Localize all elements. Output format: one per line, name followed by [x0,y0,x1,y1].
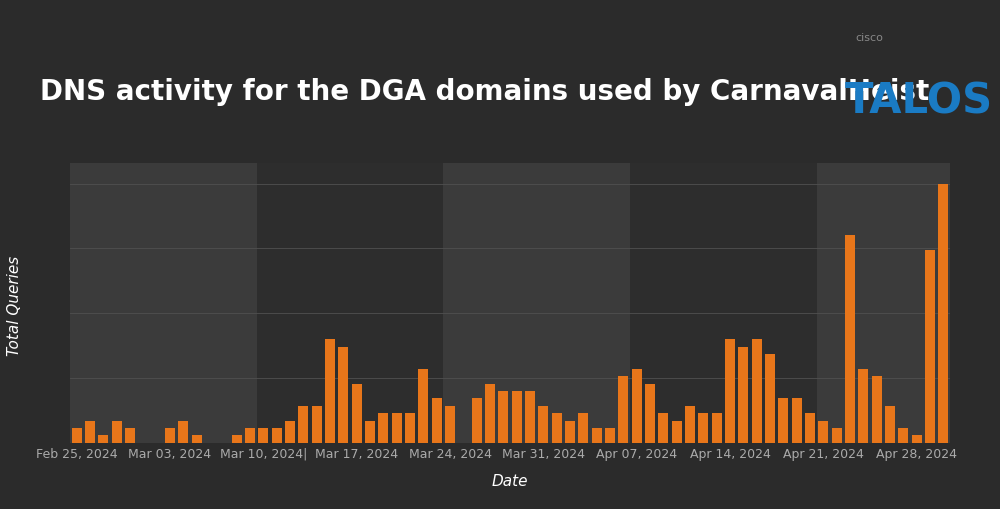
Text: TALOS: TALOS [845,80,993,122]
Bar [925,250,935,443]
Bar [498,391,508,443]
Bar [618,376,628,443]
Bar [645,384,655,443]
Bar [272,428,282,443]
Bar [72,428,82,443]
Bar [418,369,428,443]
Bar [298,406,308,443]
Bar [765,354,775,443]
Bar [165,428,175,443]
Text: cisco: cisco [855,33,883,43]
Bar [565,420,575,443]
Bar [112,420,122,443]
Bar [338,347,348,443]
Bar [525,391,535,443]
Bar [605,428,615,443]
Bar [698,413,708,443]
Bar [258,428,268,443]
Bar [98,435,108,443]
Bar [538,406,548,443]
Bar [872,376,882,443]
Bar [552,413,562,443]
Bar [485,384,495,443]
Bar [912,435,922,443]
Bar [445,406,455,443]
Bar [85,420,95,443]
Bar [592,428,602,443]
Bar [858,369,868,443]
Bar [725,339,735,443]
Bar [632,369,642,443]
Text: DNS activity for the DGA domains used by CarnavalHeist: DNS activity for the DGA domains used by… [40,77,929,106]
Bar [312,406,322,443]
Bar [938,184,948,443]
Bar [712,413,722,443]
Bar [738,347,748,443]
Bar [672,420,682,443]
Bar [658,413,668,443]
Bar [778,399,788,443]
Bar [325,339,335,443]
Bar [125,428,135,443]
Bar [178,420,188,443]
Bar [432,399,442,443]
Bar [365,420,375,443]
Text: Total Queries: Total Queries [7,256,23,355]
Bar [392,413,402,443]
Bar [845,236,855,443]
Bar [285,420,295,443]
Bar [832,428,842,443]
Bar [885,406,895,443]
Bar [792,399,802,443]
Bar [257,163,443,443]
Bar [405,413,415,443]
Bar [192,435,202,443]
Bar [70,163,257,443]
Bar [818,420,828,443]
Bar [817,163,1000,443]
Bar [232,435,242,443]
Bar [630,163,817,443]
Bar [685,406,695,443]
Bar [352,384,362,443]
Bar [378,413,388,443]
Bar [245,428,255,443]
Text: Date: Date [492,474,528,489]
Bar [443,163,630,443]
Bar [805,413,815,443]
Bar [512,391,522,443]
Bar [578,413,588,443]
Bar [752,339,762,443]
Bar [472,399,482,443]
Bar [898,428,908,443]
